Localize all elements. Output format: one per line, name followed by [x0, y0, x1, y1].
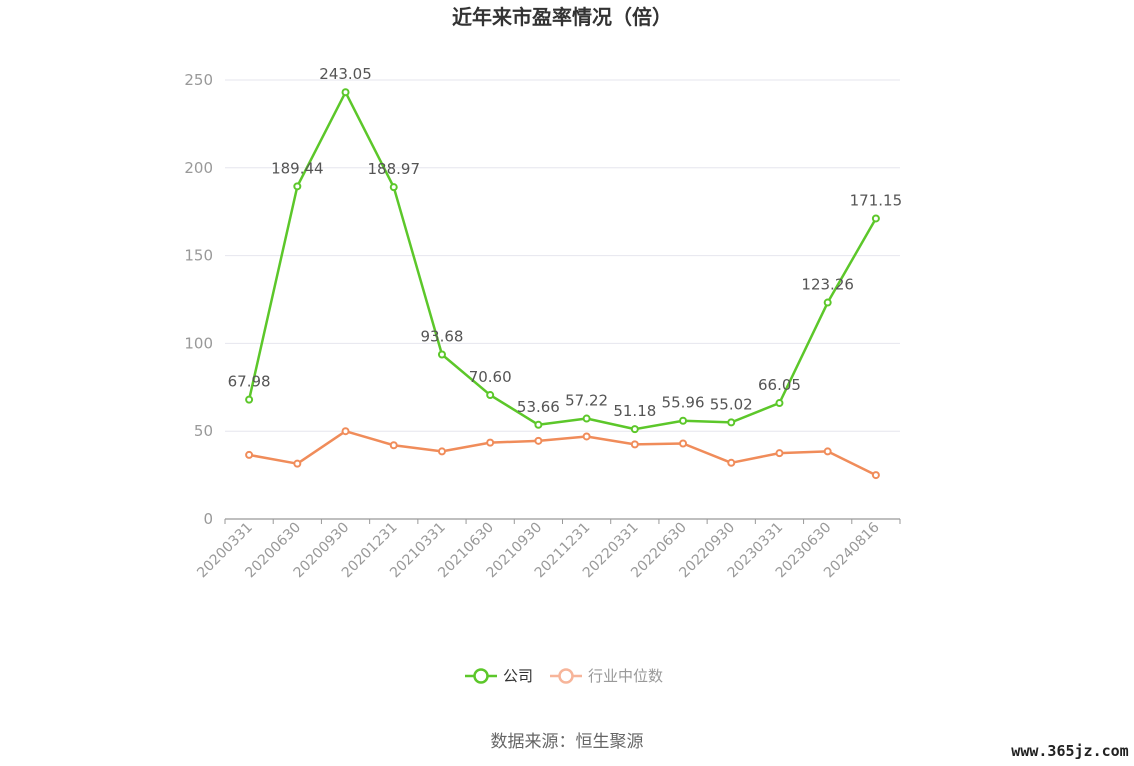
data-point [871, 214, 880, 223]
y-tick-label: 150 [184, 247, 213, 265]
y-tick-label: 250 [184, 71, 213, 89]
series-line-industry-median [248, 429, 877, 477]
watermark: www.365jz.com [1011, 742, 1128, 760]
data-point [630, 440, 639, 449]
data-point [775, 449, 784, 458]
data-label: 189.44 [271, 159, 324, 177]
data-point [823, 298, 832, 307]
legend-label: 公司 [503, 667, 533, 685]
data-point [486, 391, 495, 400]
data-point [245, 450, 254, 459]
chart-title: 近年来市盈率情况（倍） [452, 5, 672, 29]
data-point [679, 416, 688, 425]
data-point [389, 441, 398, 450]
legend[interactable]: 公司 行业中位数 [465, 667, 663, 685]
data-label: 123.26 [801, 276, 854, 294]
data-point [582, 414, 591, 423]
data-label: 243.05 [319, 65, 372, 83]
data-point [775, 399, 784, 408]
data-label: 55.02 [710, 395, 753, 413]
data-point [534, 436, 543, 445]
series-lines [247, 90, 877, 477]
x-axis: 2020033120200630202009302020123120210331… [194, 518, 901, 581]
data-point [630, 425, 639, 434]
data-point [341, 427, 350, 436]
data-point [437, 447, 446, 456]
data-point [534, 420, 543, 429]
data-point [486, 438, 495, 447]
y-axis: 0 50 100 150 200 250 [184, 71, 213, 528]
data-label: 57.22 [565, 392, 608, 410]
data-point [871, 471, 880, 480]
series-line-company [247, 90, 877, 431]
series-points [245, 88, 880, 480]
y-tick-label: 200 [184, 159, 213, 177]
y-tick-label: 50 [194, 422, 213, 440]
data-label: 66.05 [758, 376, 801, 394]
data-labels: 67.98 189.44 243.05 188.97 93.68 70.60 53.66 57… [228, 65, 903, 420]
data-point [679, 439, 688, 448]
legend-marker [473, 668, 489, 684]
data-label: 53.66 [517, 398, 560, 416]
data-point [823, 447, 832, 456]
y-tick-label: 100 [184, 334, 213, 352]
data-label: 67.98 [228, 373, 271, 391]
data-point [437, 350, 446, 359]
data-point [727, 418, 736, 427]
data-label: 93.68 [420, 327, 463, 345]
grid-lines [225, 79, 900, 432]
data-point [727, 458, 736, 467]
data-point [341, 88, 350, 97]
data-label: 171.15 [850, 191, 903, 209]
data-point [389, 183, 398, 192]
data-label: 70.60 [469, 368, 512, 386]
legend-marker [558, 668, 574, 684]
data-point [582, 432, 591, 441]
data-point [245, 395, 254, 404]
data-point [293, 459, 302, 468]
data-label: 188.97 [368, 160, 421, 178]
y-tick-label: 0 [203, 510, 213, 528]
legend-label: 行业中位数 [588, 667, 663, 685]
data-point [293, 182, 302, 191]
data-label: 51.18 [613, 402, 656, 420]
data-label: 55.96 [662, 394, 705, 412]
data-source: 数据来源：恒生聚源 [491, 732, 644, 752]
legend-item-industry-median[interactable]: 行业中位数 [550, 667, 663, 685]
legend-item-company[interactable]: 公司 [465, 667, 533, 685]
